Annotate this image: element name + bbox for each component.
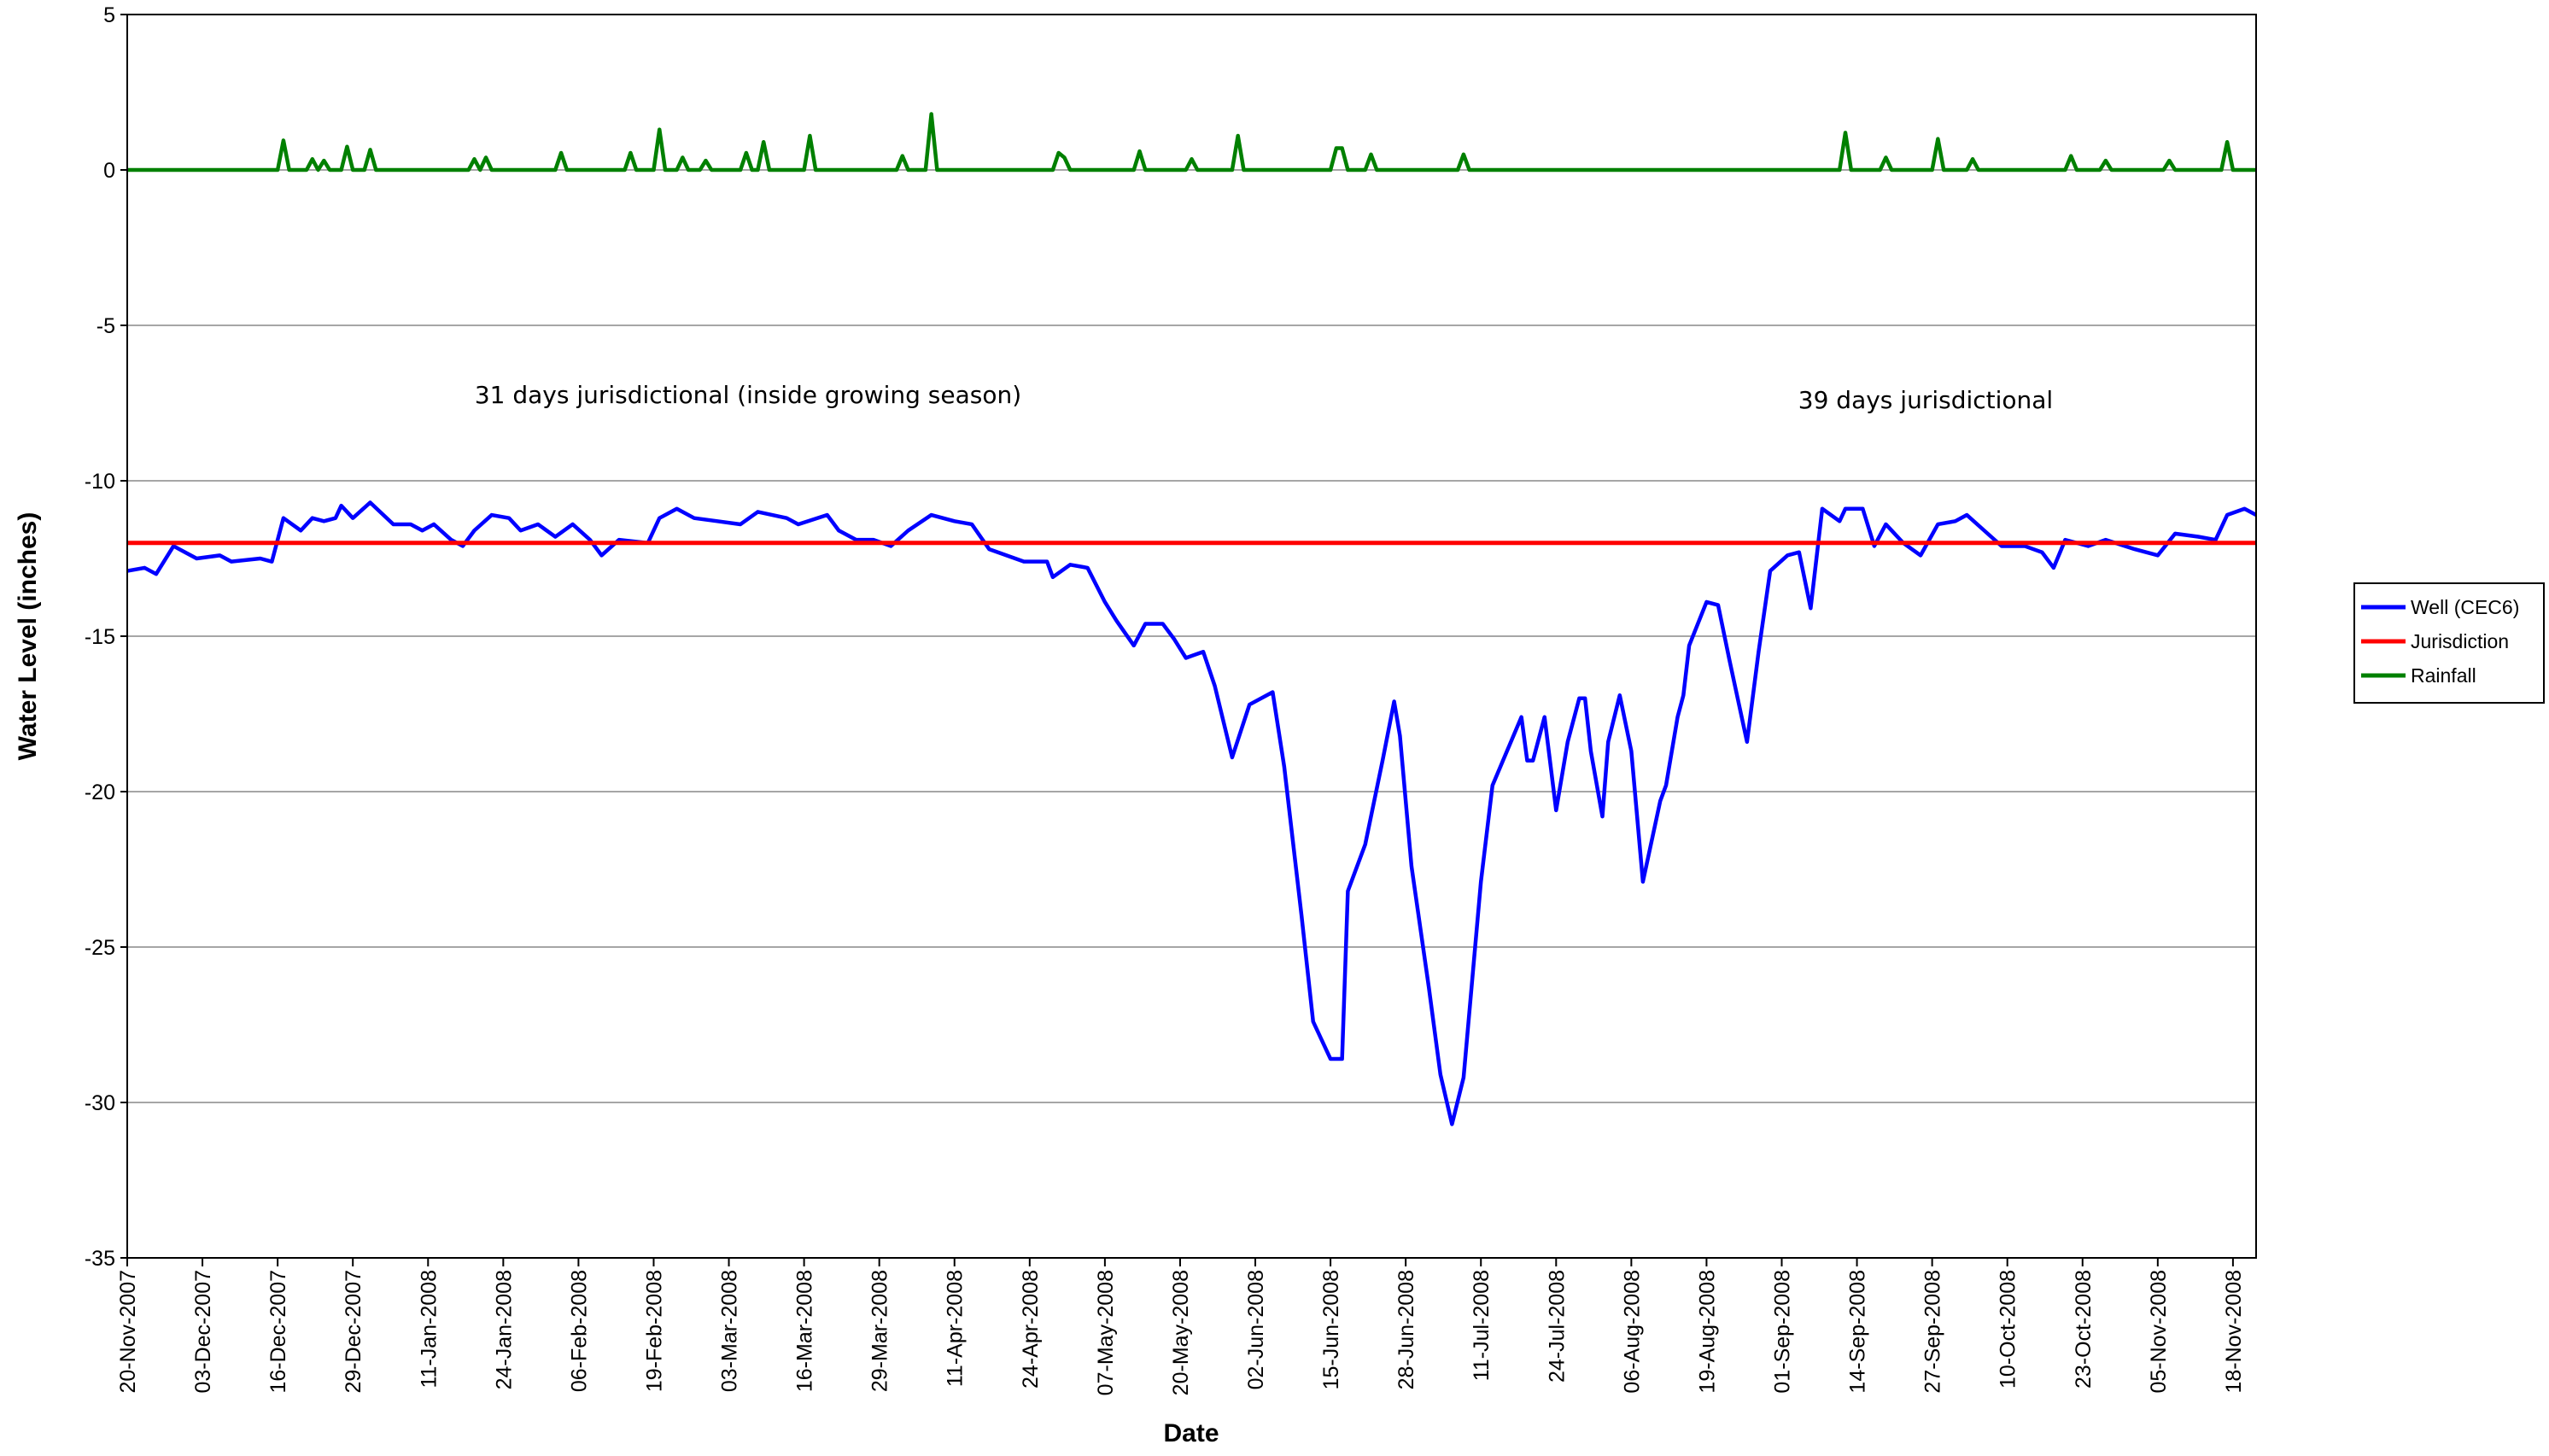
annotation: 39 days jurisdictional <box>1798 386 2053 414</box>
x-tick-label: 07-May-2008 <box>1094 1270 1118 1395</box>
x-tick-label: 05-Nov-2008 <box>2147 1270 2171 1394</box>
x-tick-label: 29-Dec-2007 <box>342 1270 365 1394</box>
x-tick-label: 06-Feb-2008 <box>567 1270 591 1392</box>
series-lines <box>126 112 2258 1126</box>
legend: Well (CEC6) Jurisdiction Rainfall <box>2353 582 2545 704</box>
legend-label: Well (CEC6) <box>2411 596 2519 618</box>
series-line <box>126 500 2258 1126</box>
y-tick-label: 5 <box>103 3 115 27</box>
x-axis-title: Date <box>1163 1419 1219 1447</box>
x-tick-label: 11-Apr-2008 <box>944 1270 968 1387</box>
x-tick-label: 03-Dec-2007 <box>191 1270 215 1394</box>
x-tick-label: 14-Sep-2008 <box>1846 1270 1870 1394</box>
x-tick-label: 10-Oct-2008 <box>1997 1270 2020 1389</box>
annotation: 31 days jurisdictional (inside growing s… <box>475 381 1021 409</box>
y-tick-label: -5 <box>96 314 115 338</box>
y-tick-label: -15 <box>85 625 115 649</box>
x-tick-label: 01-Sep-2008 <box>1770 1270 1794 1394</box>
x-tick-label: 27-Sep-2008 <box>1921 1270 1945 1394</box>
legend-label: Rainfall <box>2411 664 2476 687</box>
x-tick-label: 11-Jan-2008 <box>417 1270 441 1389</box>
x-tick-label: 24-Jul-2008 <box>1545 1270 1569 1383</box>
x-tick-label: 11-Jul-2008 <box>1470 1270 1494 1381</box>
x-tick-label: 02-Jun-2008 <box>1244 1270 1268 1389</box>
x-tick-label: 06-Aug-2008 <box>1620 1270 1644 1394</box>
x-tick-label: 20-Nov-2007 <box>116 1270 140 1394</box>
y-tick-label: -10 <box>85 470 115 494</box>
x-tick-label: 20-May-2008 <box>1169 1270 1193 1395</box>
y-tick-label: -25 <box>85 936 115 960</box>
x-tick-label: 19-Aug-2008 <box>1695 1270 1719 1394</box>
x-tick-label: 03-Mar-2008 <box>718 1270 742 1392</box>
series-line <box>127 112 2256 172</box>
y-tick-label: -20 <box>85 781 115 804</box>
y-tick-label: -30 <box>85 1091 115 1115</box>
legend-label: Jurisdiction <box>2411 630 2509 652</box>
x-tick-label: 24-Jan-2008 <box>492 1270 516 1389</box>
x-tick-label: 23-Oct-2008 <box>2072 1270 2096 1389</box>
x-tick-label: 29-Mar-2008 <box>868 1270 892 1392</box>
x-tick-label: 24-Apr-2008 <box>1019 1270 1043 1389</box>
y-axis-title: Water Level (inches) <box>14 512 42 761</box>
x-tick-label: 16-Dec-2007 <box>266 1270 290 1394</box>
x-tick-label: 18-Nov-2008 <box>2222 1270 2246 1394</box>
x-tick-label: 16-Mar-2008 <box>793 1270 817 1392</box>
x-tick-label: 28-Jun-2008 <box>1394 1270 1418 1389</box>
x-tick-label: 15-Jun-2008 <box>1319 1270 1343 1389</box>
x-tick-label: 19-Feb-2008 <box>642 1270 666 1392</box>
y-tick-label: 0 <box>103 159 115 183</box>
y-tick-label: -35 <box>85 1247 115 1271</box>
